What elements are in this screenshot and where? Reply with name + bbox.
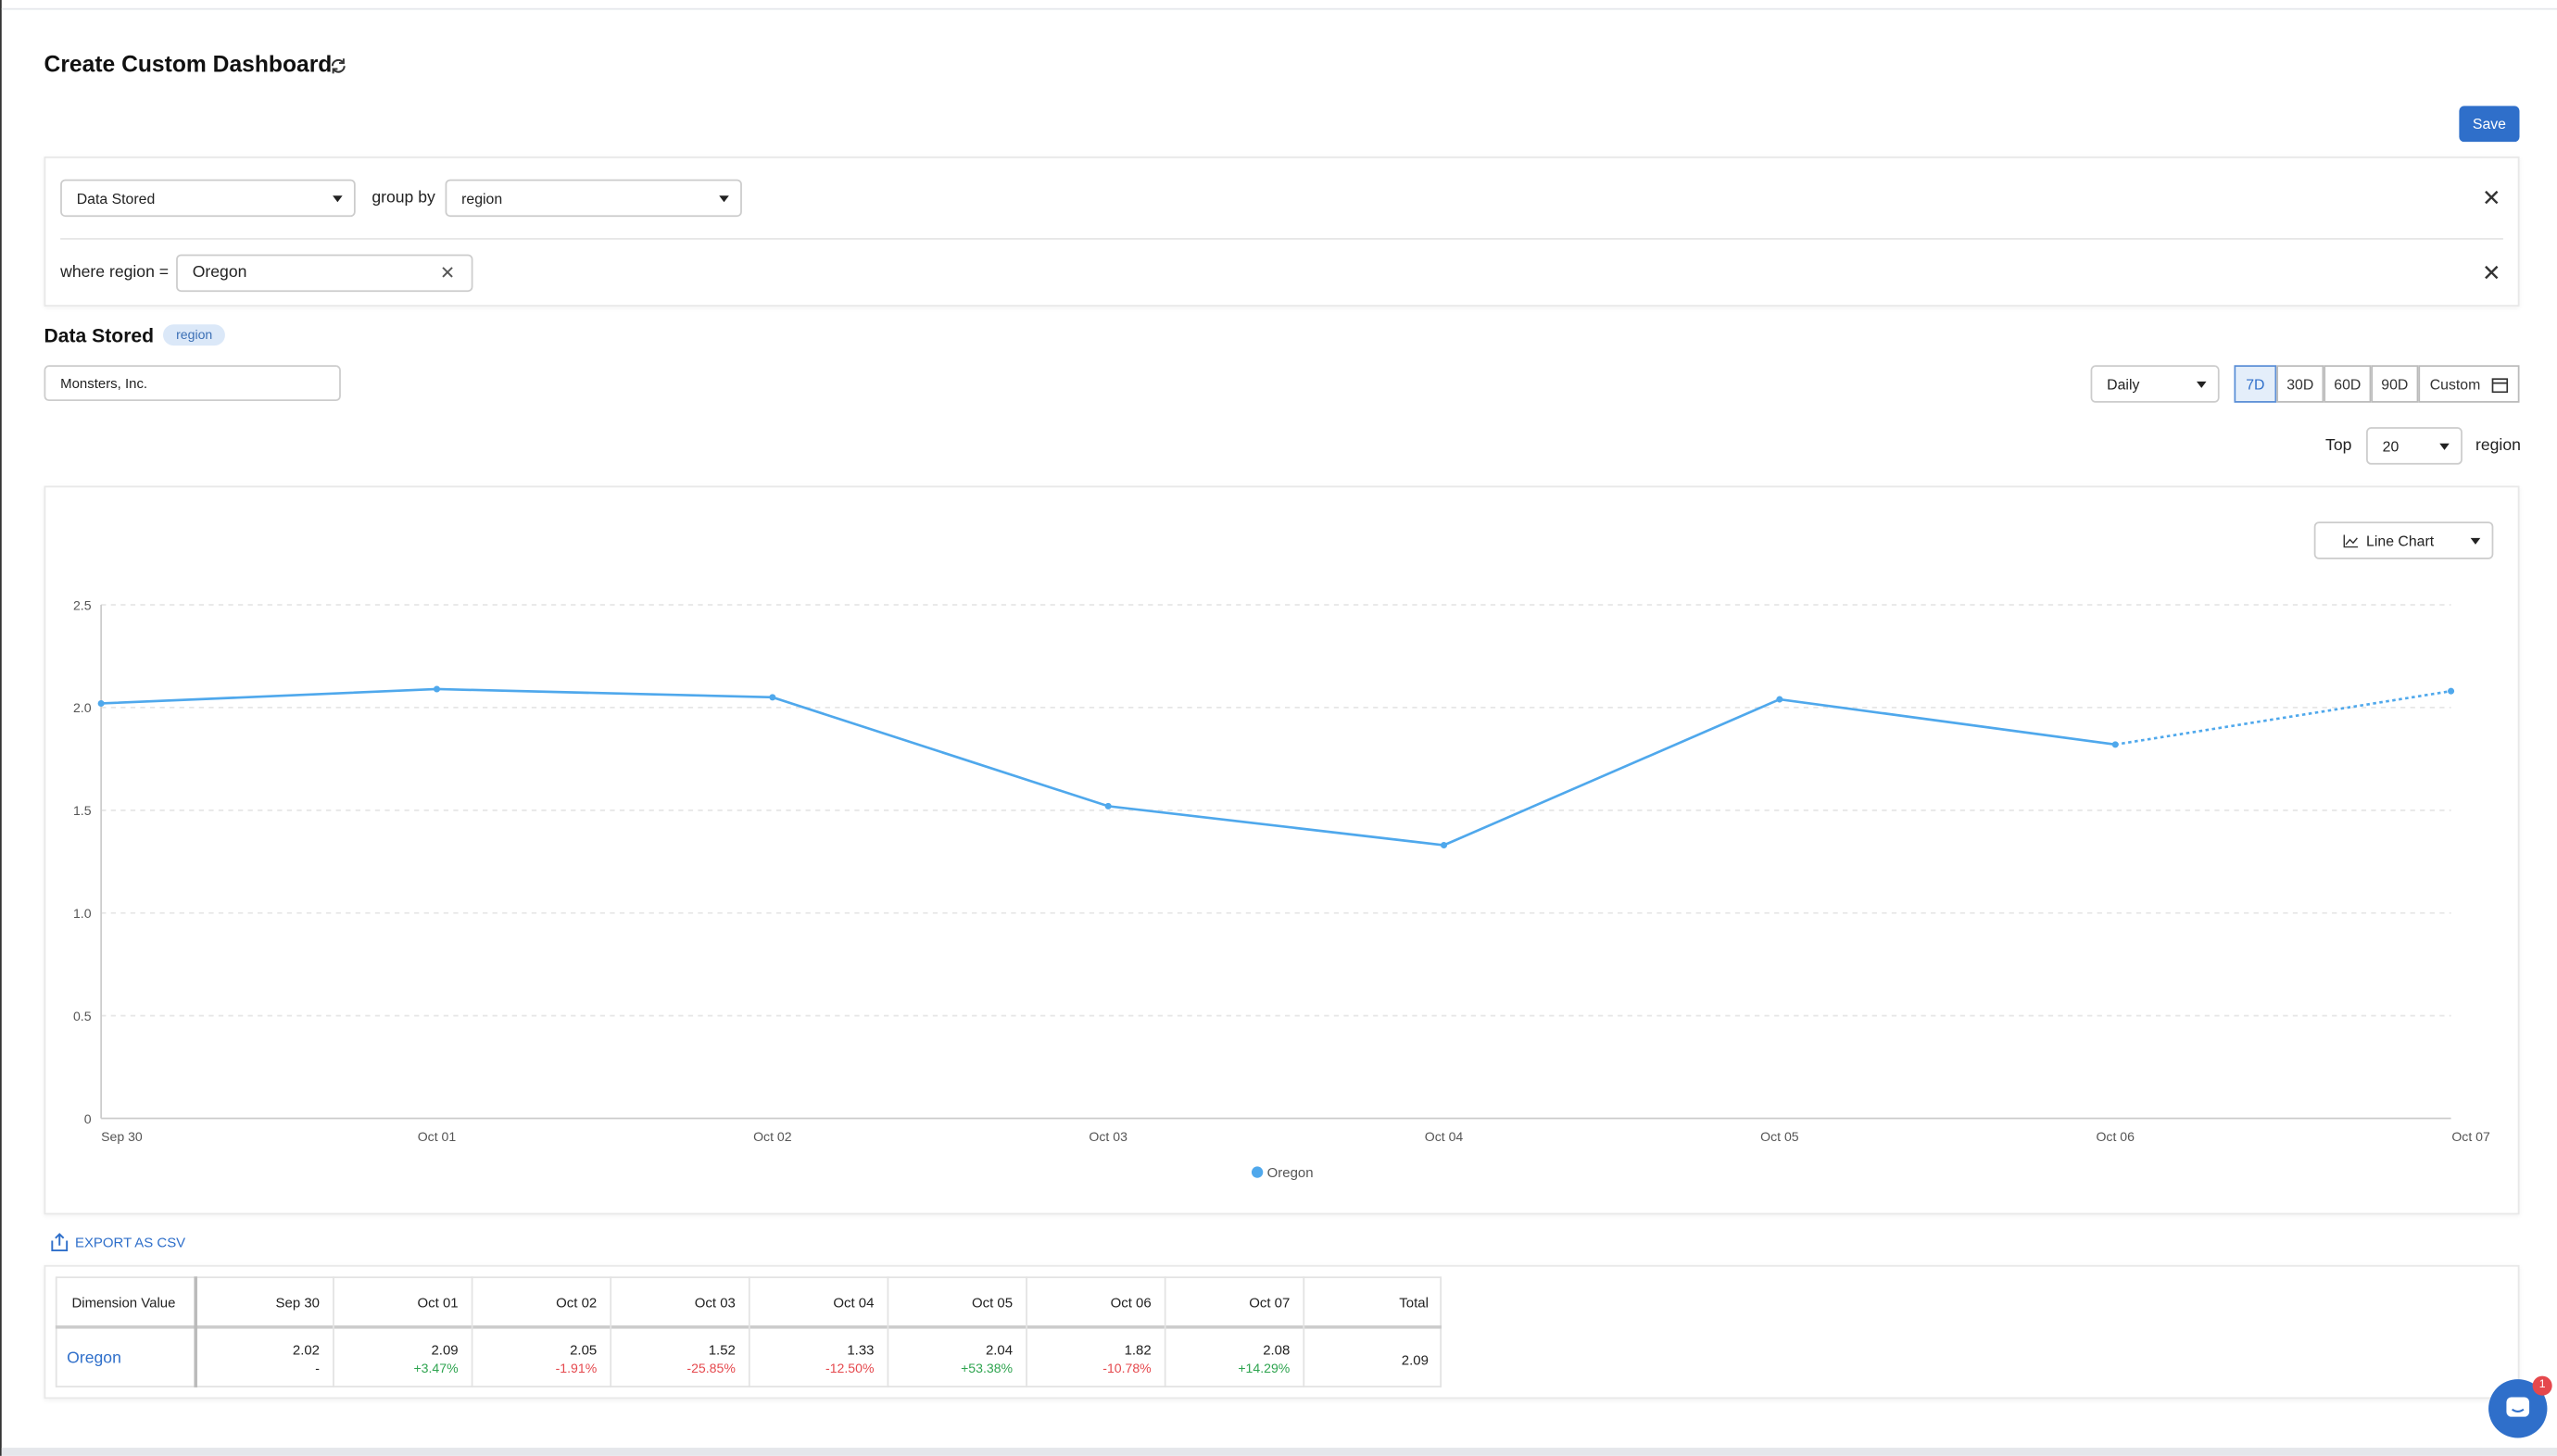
cell-value: 2.05: [570, 1341, 598, 1359]
range-button[interactable]: 7D: [2234, 365, 2277, 403]
where-value: Oregon: [192, 264, 247, 282]
interval-value: Daily: [2107, 375, 2140, 393]
chart-card: [44, 485, 2520, 1215]
cell-change: +3.47%: [413, 1361, 459, 1376]
where-label: where region =: [60, 264, 170, 282]
column-header: Oct 06: [1110, 1294, 1152, 1312]
column-header: Oct 04: [833, 1294, 875, 1312]
range-button[interactable]: 90D: [2371, 365, 2419, 403]
custom-range-button[interactable]: Custom: [2418, 365, 2520, 403]
column-divider: [748, 1276, 750, 1387]
group-by-label: group by: [372, 189, 435, 207]
column-divider: [887, 1276, 889, 1387]
cell-change: -10.78%: [1102, 1361, 1152, 1376]
group-by-value: region: [461, 190, 503, 207]
column-header: Oct 01: [417, 1294, 459, 1312]
interval-select[interactable]: Daily: [2090, 365, 2220, 403]
cell-value: 2.02: [292, 1341, 320, 1359]
chart-type-value: Line Chart: [2366, 532, 2435, 549]
column-divider: [471, 1276, 473, 1387]
top-value: 20: [2382, 437, 2400, 455]
cell-value: 2.09: [431, 1341, 459, 1359]
badge: region: [163, 324, 226, 346]
section-title: Data Stored: [44, 324, 155, 347]
export-button[interactable]: EXPORT AS CSV: [74, 1234, 186, 1251]
column-header: Oct 02: [556, 1294, 598, 1312]
column-divider: [194, 1276, 197, 1387]
cell-total: 2.09: [1401, 1351, 1429, 1368]
top-unit: region: [2475, 436, 2521, 456]
where-input[interactable]: Oregon ✕: [176, 254, 473, 293]
cell-change: +53.38%: [961, 1361, 1014, 1376]
cell-value: 1.82: [1124, 1341, 1152, 1359]
column-divider: [1164, 1276, 1166, 1387]
cell-value: 2.08: [1263, 1341, 1291, 1359]
save-button[interactable]: Save: [2459, 106, 2520, 143]
column-header: Oct 03: [694, 1294, 736, 1312]
cell-value: 2.04: [985, 1341, 1014, 1359]
column-header: Total: [1399, 1294, 1429, 1312]
bottom-bar: [1, 1448, 2557, 1456]
chat-button[interactable]: 1: [2488, 1375, 2552, 1438]
column-divider: [1303, 1276, 1305, 1387]
column-header: Dimension Value: [71, 1294, 176, 1312]
close-icon[interactable]: ✕: [2482, 183, 2501, 211]
column-divider: [1026, 1276, 1027, 1387]
column-header: Oct 05: [971, 1294, 1014, 1312]
top-label: Top: [2325, 436, 2352, 456]
column-header: Oct 07: [1249, 1294, 1291, 1312]
column-header: Sep 30: [275, 1294, 320, 1312]
close-icon[interactable]: ✕: [2482, 258, 2501, 286]
account-input[interactable]: Monsters, Inc.: [44, 365, 341, 402]
custom-label: Custom: [2429, 375, 2481, 393]
group-by-select[interactable]: region: [445, 179, 742, 218]
account-value: Monsters, Inc.: [60, 374, 148, 392]
metric-value: Data Stored: [76, 190, 156, 207]
export-icon[interactable]: [51, 1233, 69, 1252]
table-card: [44, 1264, 2520, 1400]
top-select[interactable]: 20: [2366, 427, 2463, 465]
column-divider: [610, 1276, 612, 1387]
top-border: [1, 7, 2557, 10]
refresh-icon[interactable]: [330, 57, 347, 75]
divider: [60, 237, 2503, 240]
metric-select[interactable]: Data Stored: [60, 179, 356, 218]
cell-change: -25.85%: [686, 1361, 736, 1376]
cell-change: -12.50%: [825, 1361, 875, 1376]
cell-change: -1.91%: [555, 1361, 598, 1376]
cell-change: +14.29%: [1238, 1361, 1291, 1376]
column-divider: [333, 1276, 334, 1387]
cell-change: -: [315, 1361, 320, 1376]
row-name: Oregon: [67, 1349, 121, 1368]
cell-value: 1.33: [847, 1341, 875, 1359]
cell-value: 1.52: [708, 1341, 736, 1359]
chart-type-select[interactable]: Line Chart: [2313, 521, 2494, 559]
range-button[interactable]: 30D: [2276, 365, 2324, 403]
range-button[interactable]: 60D: [2324, 365, 2372, 403]
page-title: Create Custom Dashboard: [44, 50, 333, 77]
